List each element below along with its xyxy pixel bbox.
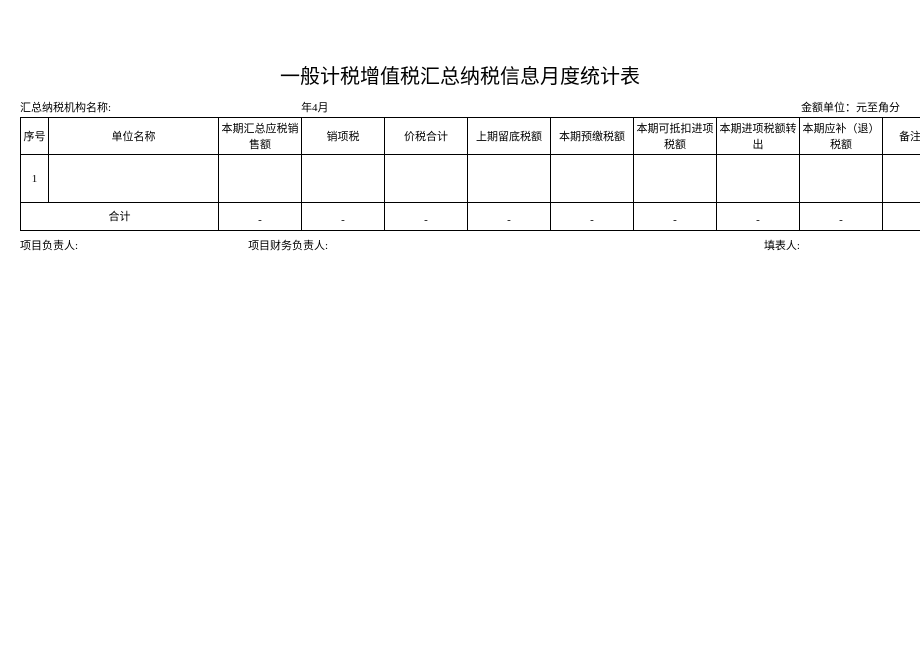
col-sales: 本期汇总应税销售额 (219, 118, 302, 155)
col-remark: 备注 (883, 118, 920, 155)
table-header-row: 序号 单位名称 本期汇总应税销售额 销项税 价税合计 上期留底税额 本期预缴税额… (21, 118, 920, 155)
cell-seq: 1 (21, 155, 49, 203)
total-c7: - (717, 203, 800, 231)
total-remark (883, 203, 920, 231)
total-c5: - (551, 203, 634, 231)
col-output-tax: 销项税 (302, 118, 385, 155)
col-transfer-out: 本期进项税额转出 (717, 118, 800, 155)
cell-c7 (717, 155, 800, 203)
header-info-row: 汇总纳税机构名称: 年4月 金额单位：元至角分 (20, 99, 900, 115)
total-label: 合计 (21, 203, 219, 231)
preparer-label: 填表人: (764, 237, 900, 253)
cell-c1 (219, 155, 302, 203)
total-c4: - (468, 203, 551, 231)
cell-c4 (468, 155, 551, 203)
col-unit-name: 单位名称 (49, 118, 219, 155)
tax-summary-table: 序号 单位名称 本期汇总应税销售额 销项税 价税合计 上期留底税额 本期预缴税额… (20, 117, 920, 231)
period-label: 年4月 (111, 99, 801, 115)
col-seq: 序号 (21, 118, 49, 155)
col-payable: 本期应补（退）税额 (800, 118, 883, 155)
footer-row: 项目负责人: 项目财务负责人: 填表人: (20, 237, 900, 253)
cell-c2 (302, 155, 385, 203)
col-total: 价税合计 (385, 118, 468, 155)
cell-unit-name (49, 155, 219, 203)
finance-leader-label: 项目财务负责人: (78, 237, 764, 253)
col-deductible: 本期可抵扣进项税额 (634, 118, 717, 155)
total-c2: - (302, 203, 385, 231)
table-row: 1 (21, 155, 920, 203)
cell-c8 (800, 155, 883, 203)
cell-c5 (551, 155, 634, 203)
col-prepaid: 本期预缴税额 (551, 118, 634, 155)
total-c8: - (800, 203, 883, 231)
project-leader-label: 项目负责人: (20, 237, 78, 253)
cell-c3 (385, 155, 468, 203)
total-c3: - (385, 203, 468, 231)
total-c1: - (219, 203, 302, 231)
total-c6: - (634, 203, 717, 231)
cell-c6 (634, 155, 717, 203)
cell-remark (883, 155, 920, 203)
page-title: 一般计税增值税汇总纳税信息月度统计表 (20, 60, 900, 89)
col-prev-remain: 上期留底税额 (468, 118, 551, 155)
org-name-label: 汇总纳税机构名称: (20, 99, 111, 115)
unit-label: 金额单位：元至角分 (801, 99, 900, 115)
table-total-row: 合计 - - - - - - - - (21, 203, 920, 231)
